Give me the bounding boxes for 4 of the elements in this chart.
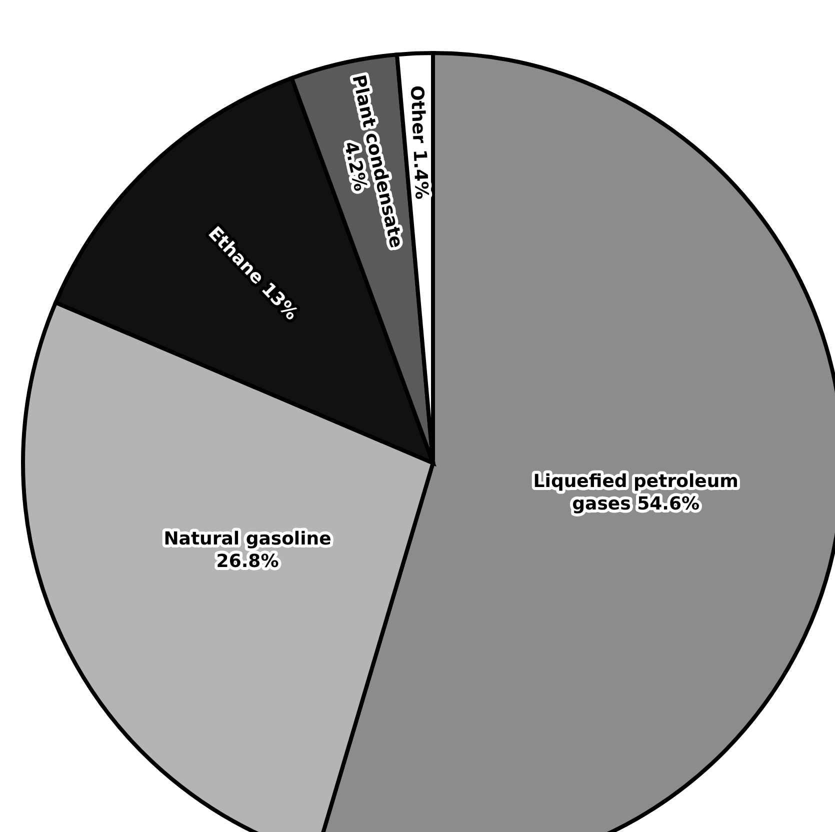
slice-label: Natural gasoline xyxy=(164,528,332,550)
slice-label: Liquefied petroleum gases 54.6% xyxy=(533,470,738,514)
slice-label: Other 1.4% xyxy=(406,85,432,200)
data-label: 26.8% xyxy=(216,551,279,572)
